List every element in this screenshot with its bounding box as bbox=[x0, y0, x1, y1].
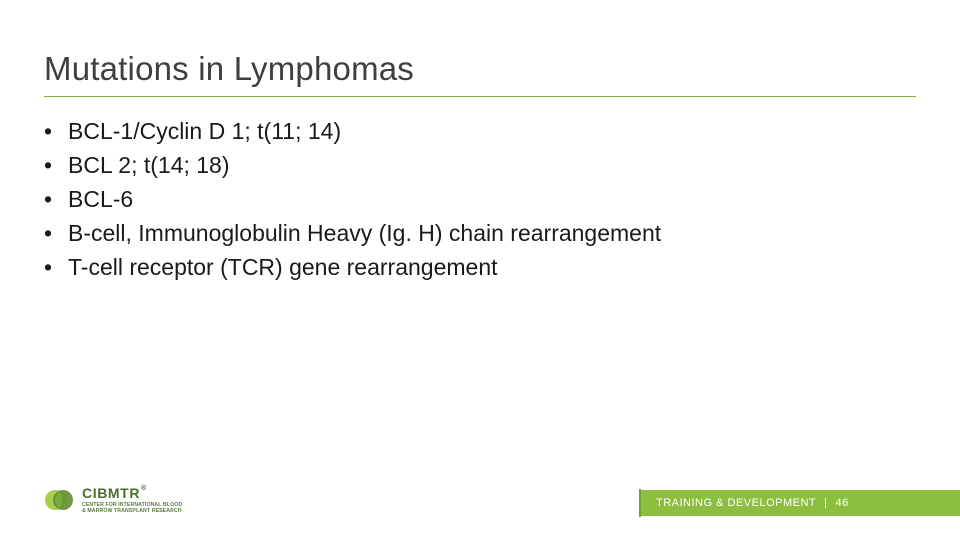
list-item: •BCL 2; t(14; 18) bbox=[44, 148, 916, 182]
list-item-text: BCL-1/Cyclin D 1; t(11; 14) bbox=[68, 114, 341, 148]
logo-subtitle: CENTER FOR INTERNATIONAL BLOOD & MARROW … bbox=[82, 502, 182, 514]
bullet-icon: • bbox=[44, 148, 68, 182]
list-item: •B-cell, Immunoglobulin Heavy (Ig. H) ch… bbox=[44, 216, 916, 250]
logo-sub-line: CENTER FOR INTERNATIONAL BLOOD bbox=[82, 502, 182, 508]
bullet-list: •BCL-1/Cyclin D 1; t(11; 14) •BCL 2; t(1… bbox=[44, 114, 916, 284]
footer-inner: TRAINING & DEVELOPMENT | 46 bbox=[656, 497, 849, 509]
footer-bar: TRAINING & DEVELOPMENT | 46 bbox=[640, 490, 960, 516]
logo-name: CIBMTR® bbox=[82, 486, 182, 500]
list-item-text: BCL-6 bbox=[68, 182, 133, 216]
slide: Mutations in Lymphomas •BCL-1/Cyclin D 1… bbox=[0, 0, 960, 540]
list-item-text: T-cell receptor (TCR) gene rearrangement bbox=[68, 250, 498, 284]
logo-text: CIBMTR® CENTER FOR INTERNATIONAL BLOOD &… bbox=[82, 486, 182, 514]
logo-sub-line: & MARROW TRANSPLANT RESEARCH bbox=[82, 508, 182, 514]
bullet-icon: • bbox=[44, 250, 68, 284]
footer-label: TRAINING & DEVELOPMENT bbox=[656, 497, 816, 509]
page-number: 46 bbox=[836, 497, 849, 509]
title-underline bbox=[44, 96, 916, 97]
list-item: •BCL-6 bbox=[44, 182, 916, 216]
list-item-text: B-cell, Immunoglobulin Heavy (Ig. H) cha… bbox=[68, 216, 661, 250]
registered-icon: ® bbox=[141, 485, 147, 492]
content-block: •BCL-1/Cyclin D 1; t(11; 14) •BCL 2; t(1… bbox=[44, 114, 916, 284]
list-item: •BCL-1/Cyclin D 1; t(11; 14) bbox=[44, 114, 916, 148]
bullet-icon: • bbox=[44, 114, 68, 148]
logo-name-text: CIBMTR bbox=[82, 486, 140, 500]
title-block: Mutations in Lymphomas bbox=[44, 50, 916, 97]
footer-separator: | bbox=[824, 497, 827, 509]
logo-icon bbox=[44, 487, 74, 513]
bullet-icon: • bbox=[44, 216, 68, 250]
slide-title: Mutations in Lymphomas bbox=[44, 50, 916, 96]
list-item: •T-cell receptor (TCR) gene rearrangemen… bbox=[44, 250, 916, 284]
bullet-icon: • bbox=[44, 182, 68, 216]
list-item-text: BCL 2; t(14; 18) bbox=[68, 148, 230, 182]
logo: CIBMTR® CENTER FOR INTERNATIONAL BLOOD &… bbox=[44, 486, 182, 514]
